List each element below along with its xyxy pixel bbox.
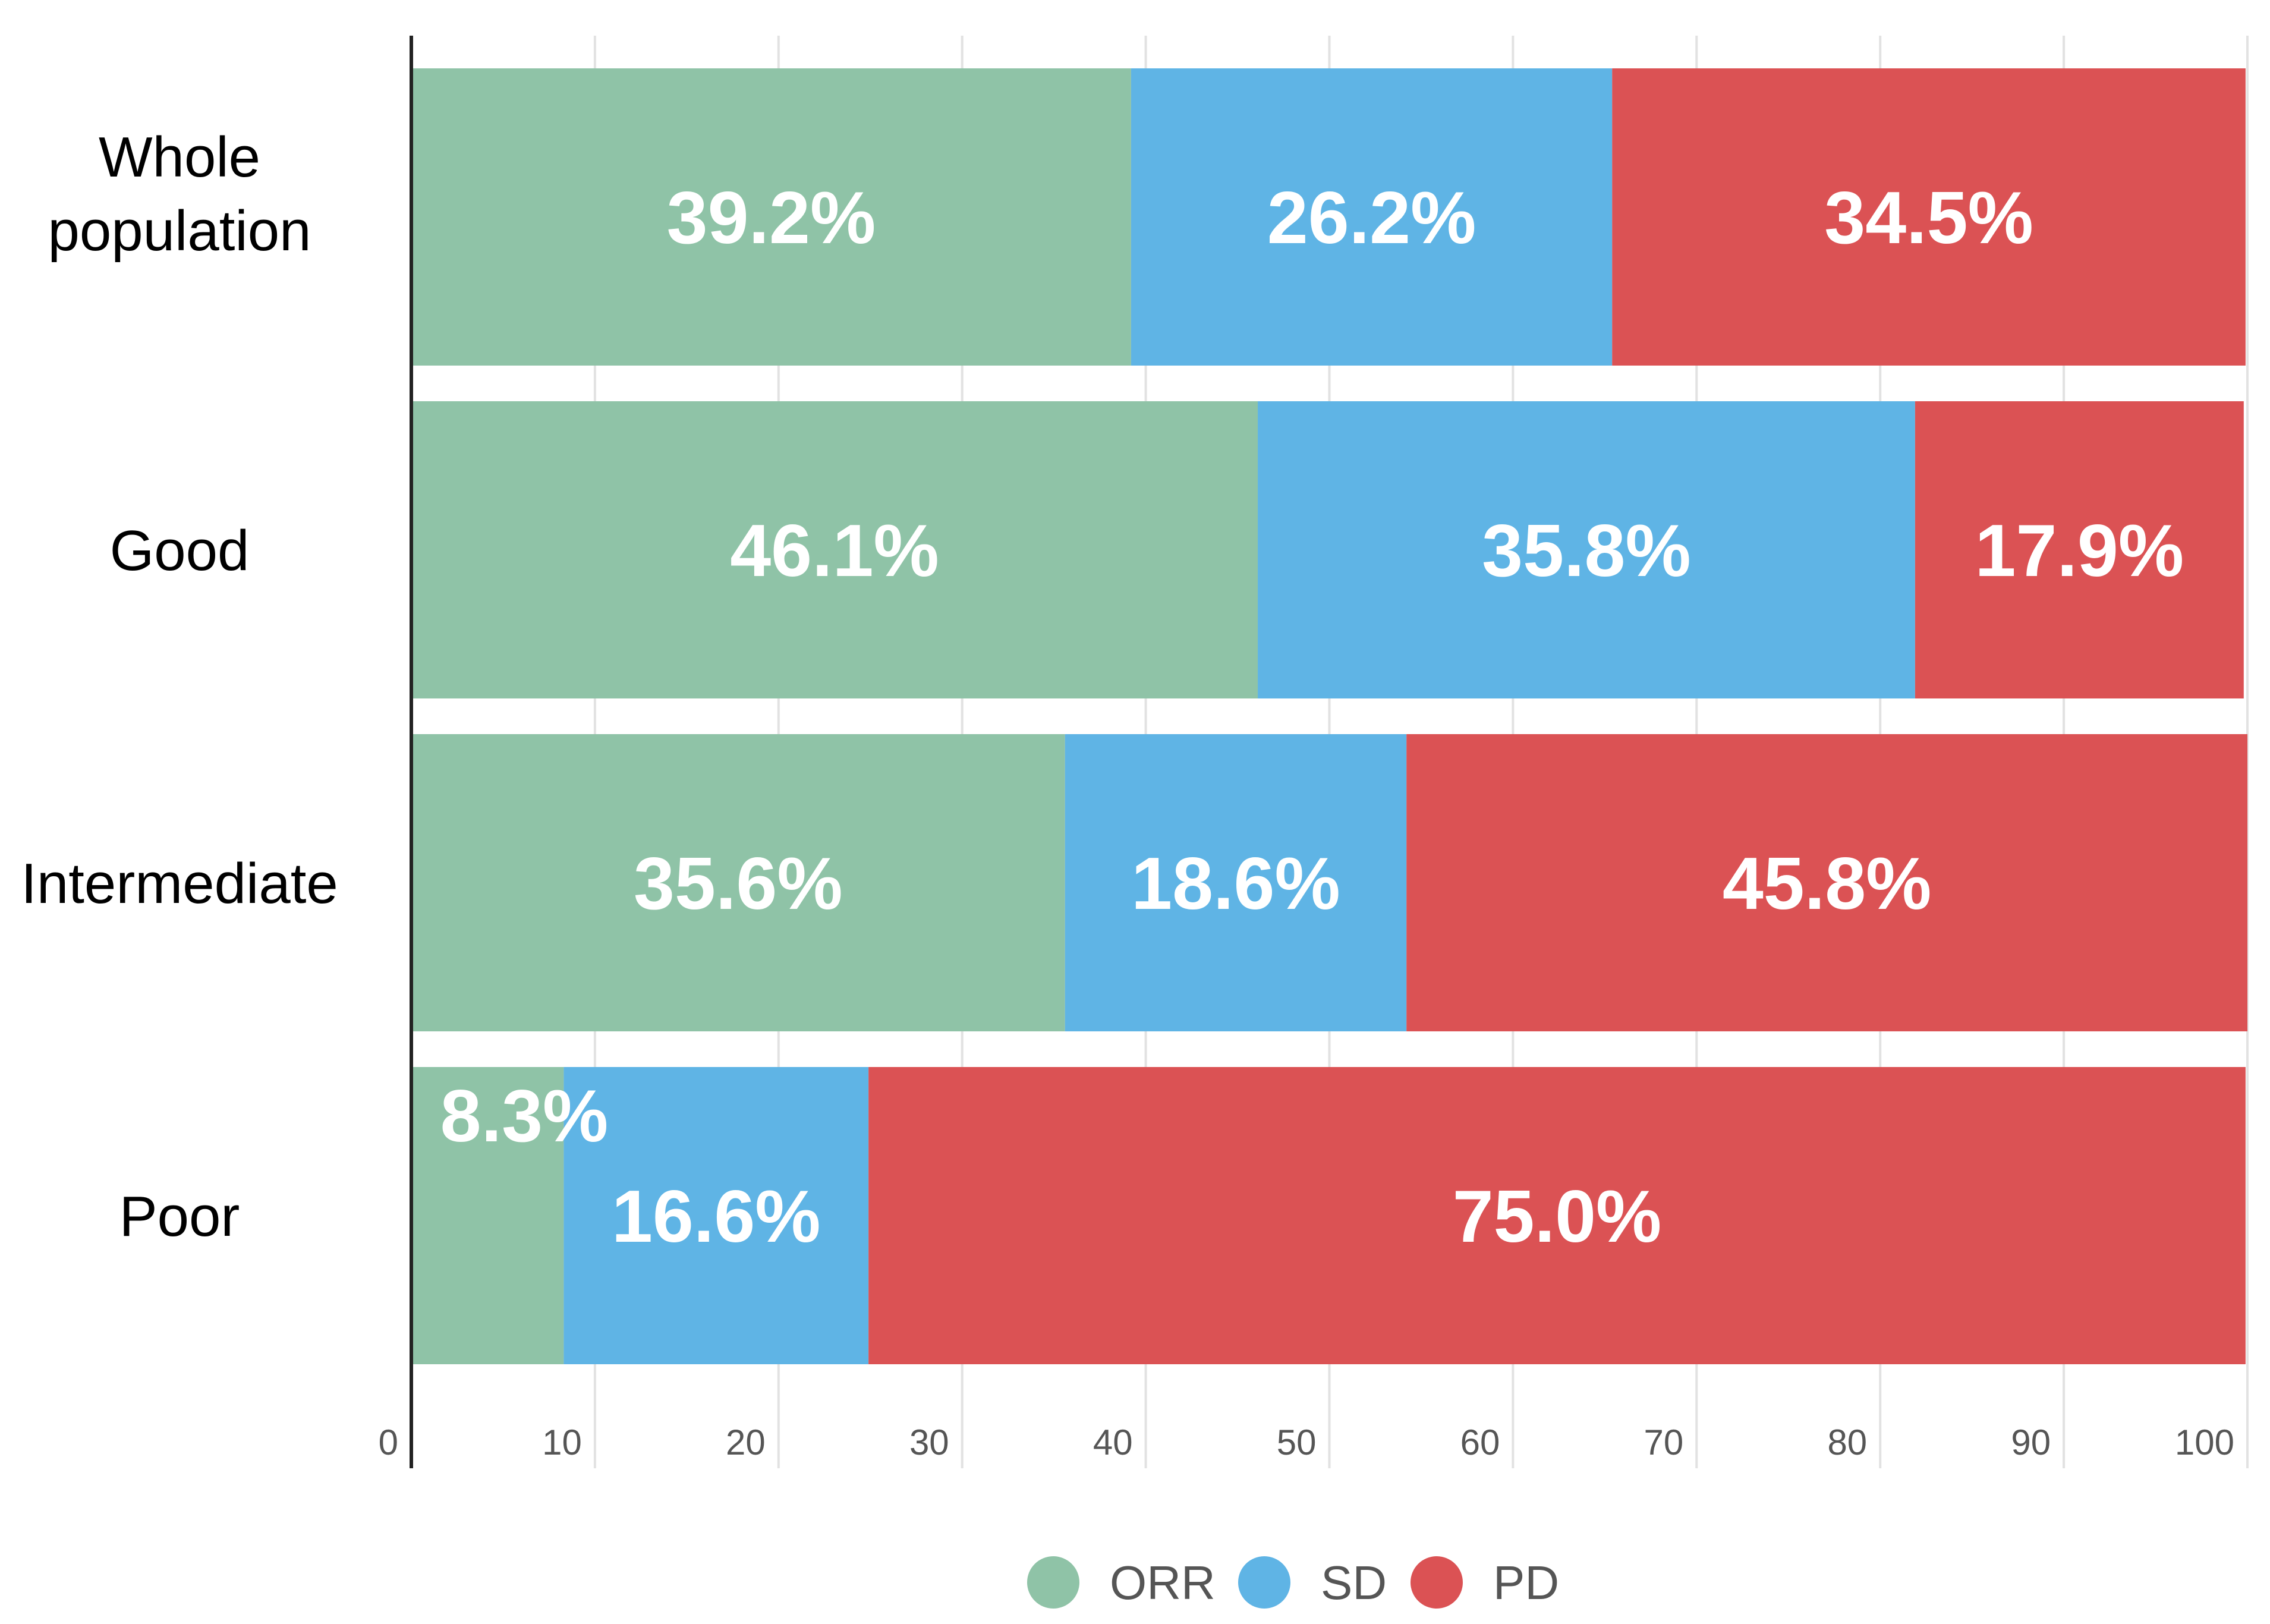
legend: ORR SD PD — [1027, 1556, 1559, 1609]
data-label: 8.3% — [440, 1075, 609, 1157]
bar-segment-sd — [1258, 401, 1915, 698]
data-label: 17.9% — [1975, 510, 2184, 592]
x-tick-label: 70 — [1644, 1422, 1684, 1462]
data-label: 34.5% — [1824, 177, 2033, 259]
x-tick-label: 60 — [1460, 1422, 1500, 1462]
bar-segment-orr — [411, 401, 1258, 698]
bar-segment-pd — [1612, 68, 2246, 366]
bar-segment-pd — [868, 1067, 2246, 1364]
x-tick-label: 90 — [2011, 1422, 2051, 1462]
data-label: 75.0% — [1453, 1176, 1662, 1258]
category-label: Intermediate — [21, 852, 338, 915]
legend-label: ORR — [1110, 1556, 1216, 1609]
x-tick-label: 0 — [379, 1422, 398, 1462]
bar-labels: 39.2% 26.2% 34.5% 46.1% 35.8% 17.9% 35.6% 18.6%… — [440, 177, 2184, 1258]
bar-segment-pd — [1915, 401, 2244, 698]
x-tick-labels: 0 10 20 30 40 50 60 70 80 90 100 — [379, 1422, 2234, 1462]
data-label: 16.6% — [612, 1176, 821, 1258]
category-label: Poor — [119, 1185, 240, 1248]
legend-item: PD — [1411, 1556, 1559, 1609]
legend-item: ORR — [1027, 1556, 1216, 1609]
x-tick-label: 100 — [2175, 1422, 2234, 1462]
bar-segment-orr — [411, 68, 1131, 366]
x-tick-label: 40 — [1093, 1422, 1133, 1462]
x-tick-label: 20 — [726, 1422, 766, 1462]
bar-segment-sd — [1131, 68, 1613, 366]
bar-segment-sd — [1065, 734, 1407, 1031]
legend-swatch — [1027, 1556, 1079, 1609]
legend-swatch — [1411, 1556, 1463, 1609]
data-label: 35.8% — [1482, 510, 1691, 592]
bars — [411, 68, 2247, 1364]
x-tick-label: 10 — [542, 1422, 582, 1462]
legend-label: PD — [1493, 1556, 1559, 1609]
data-label: 18.6% — [1131, 843, 1340, 925]
data-label: 39.2% — [667, 177, 876, 259]
category-labels: Whole population Good Intermediate Poor — [21, 125, 338, 1248]
data-label: 45.8% — [1723, 843, 1932, 925]
data-label: 46.1% — [730, 510, 939, 592]
category-label: Good — [110, 519, 250, 583]
bar-segment-orr — [411, 734, 1065, 1031]
bar-segment-orr — [411, 1067, 564, 1364]
data-label: 26.2% — [1267, 177, 1476, 259]
data-label: 35.6% — [634, 843, 843, 925]
bar-segment-sd — [563, 1067, 869, 1364]
x-tick-label: 80 — [1827, 1422, 1867, 1462]
x-tick-label: 50 — [1277, 1422, 1317, 1462]
legend-swatch — [1238, 1556, 1290, 1609]
bar-segment-pd — [1406, 734, 2247, 1031]
x-tick-label: 30 — [909, 1422, 949, 1462]
category-label: Whole population — [48, 125, 311, 263]
legend-label: SD — [1321, 1556, 1387, 1609]
legend-item: SD — [1238, 1556, 1387, 1609]
